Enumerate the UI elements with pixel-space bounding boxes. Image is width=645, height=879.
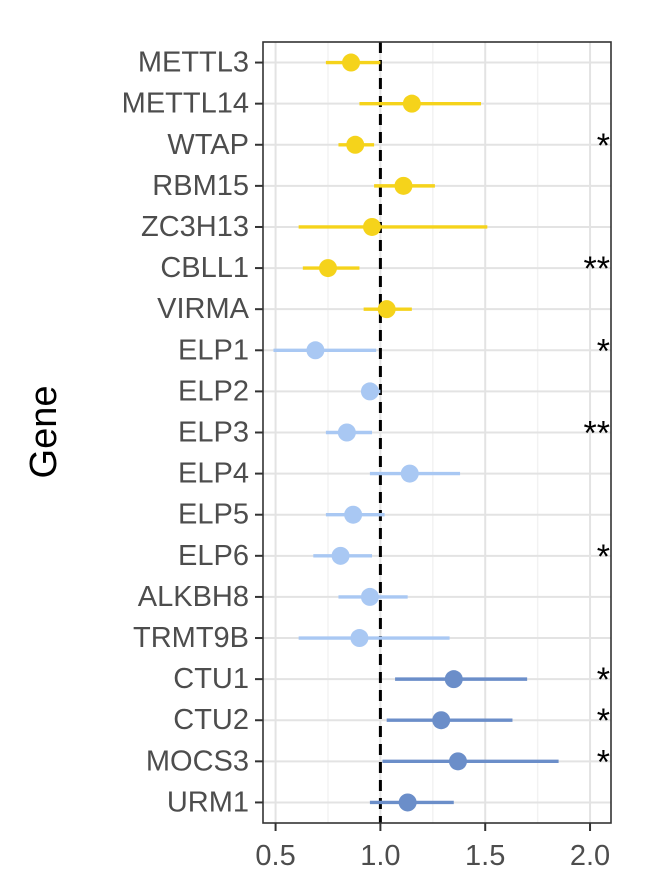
point-urm1 (398, 793, 417, 812)
significance-marker: * (597, 661, 610, 699)
point-alkbh8 (360, 587, 379, 606)
y-axis: METTL3 METTL14 WTAP RBM15 ZC3H13 CBLL1 VIRMA EL… (122, 47, 263, 818)
y-tick-label: URM1 (167, 786, 249, 818)
point-ctu1 (444, 670, 463, 689)
y-axis-title: Gene (23, 386, 65, 479)
y-tick-label: TRMT9B (133, 622, 249, 654)
x-tick-label: 1.5 (465, 840, 505, 872)
y-tick-label: MOCS3 (146, 745, 249, 777)
x-tick-label: 1.0 (360, 840, 400, 872)
point-elp1 (306, 341, 325, 360)
y-tick-label: CBLL1 (160, 252, 249, 284)
significance-marker: * (597, 538, 610, 576)
x-tick-label: 2.0 (570, 840, 610, 872)
y-tick-label: ALKBH8 (138, 581, 249, 613)
y-tick-label: METTL3 (138, 47, 249, 79)
x-tick-label: 0.5 (255, 840, 295, 872)
y-tick-label: CTU1 (173, 663, 249, 695)
point-mocs3 (448, 752, 467, 771)
point-cbll1 (318, 259, 337, 278)
y-tick-label: VIRMA (157, 293, 250, 325)
y-tick-label: METTL14 (122, 88, 249, 120)
significance-marker: ** (584, 250, 610, 288)
point-wtap (346, 135, 365, 154)
y-tick-label: ELP1 (178, 334, 249, 366)
estimate-points (306, 53, 467, 812)
point-rbm15 (394, 176, 413, 195)
point-elp6 (331, 546, 350, 565)
significance-marker: ** (584, 415, 610, 453)
y-tick-label: ELP2 (178, 375, 249, 407)
point-elp3 (337, 423, 356, 442)
significance-marker: * (597, 743, 610, 781)
point-ctu2 (432, 711, 451, 730)
point-elp5 (344, 505, 363, 524)
point-elp2 (360, 382, 379, 401)
significance-marker: * (597, 127, 610, 165)
y-tick-label: ELP6 (178, 540, 249, 572)
y-tick-label: ELP4 (178, 458, 249, 490)
point-trmt9b (350, 629, 369, 648)
point-mettl3 (342, 53, 361, 72)
y-tick-label: RBM15 (152, 170, 249, 202)
significance-marker: * (597, 702, 610, 740)
point-elp4 (400, 464, 419, 483)
point-virma (377, 300, 396, 319)
y-tick-label: ZC3H13 (141, 211, 249, 243)
point-zc3h13 (363, 217, 382, 236)
x-axis: 0.5 1.0 1.5 2.0 (255, 823, 610, 872)
y-tick-label: ELP3 (178, 417, 249, 449)
significance-marker: * (597, 332, 610, 370)
y-tick-label: CTU2 (173, 704, 249, 736)
significance-markers: ********** (584, 127, 610, 782)
y-tick-label: WTAP (167, 129, 249, 161)
point-mettl14 (402, 94, 421, 113)
y-tick-label: ELP5 (178, 499, 249, 531)
